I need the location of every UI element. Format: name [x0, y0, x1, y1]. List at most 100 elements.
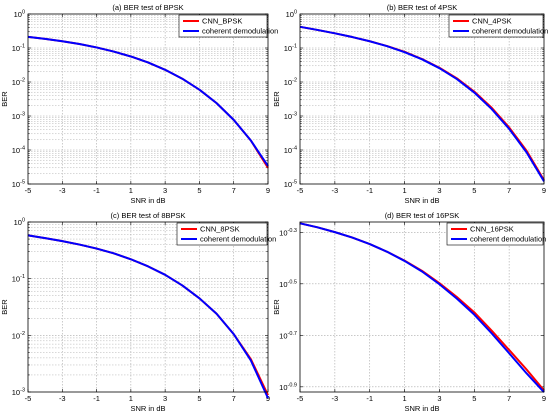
x-tick-label: -5 [25, 186, 32, 195]
legend-box [448, 14, 544, 38]
series-line-2 [299, 25, 545, 182]
y-axis-label: BER [0, 91, 9, 107]
grid-lines [28, 222, 268, 392]
y-tick-label: 10-2 [12, 331, 25, 341]
plot-area [300, 222, 544, 392]
legend-label-2: coherent demodulation [200, 235, 276, 244]
x-tick-label: 7 [232, 394, 236, 403]
x-tick-label: -1 [366, 394, 373, 403]
legend-label-2: coherent demodulation [472, 27, 548, 36]
axes-frame [299, 221, 545, 393]
x-tick-label: 1 [129, 394, 133, 403]
y-tick-label: 100 [14, 218, 25, 228]
legend-box [178, 14, 268, 38]
y-tick-label: 10-5 [12, 180, 25, 190]
y-tick-label: 10-3 [12, 112, 25, 122]
x-tick-label: 9 [542, 186, 546, 195]
y-axis-label: BER [272, 91, 281, 107]
x-axis-label: SNR in dB [130, 404, 165, 413]
y-axis-label: BER [0, 299, 9, 315]
chart-title: (b) BER test of 4PSK [387, 3, 457, 12]
x-tick-label: -5 [25, 394, 32, 403]
y-tick-label: 10-2 [284, 78, 297, 88]
chart-panel-3: -5 -3 -1 1 3 5 7 9 100 10-1 10-2 10-3 (c) BER test o… [0, 211, 276, 413]
x-tick-label: 7 [507, 394, 511, 403]
axes-frame [299, 13, 545, 185]
y-tick-label: 10-1 [12, 44, 25, 54]
chart-panel-1: -5 -3 -1 1 3 5 7 9 100 10-1 10-2 10-3 10-4 10-5 (a) BE… [0, 3, 278, 205]
x-axis-label: SNR in dB [130, 196, 165, 205]
x-tick-label: -5 [297, 186, 304, 195]
y-tick-label: 100 [286, 10, 297, 20]
series-line-2 [27, 35, 269, 167]
legend-label-2: coherent demodulation [202, 27, 278, 36]
x-tick-label: 5 [197, 394, 201, 403]
x-tick-label: -1 [366, 186, 373, 195]
legend-label-1: CNN_16PSK [470, 225, 514, 234]
y-tick-label: 10-4 [12, 146, 25, 156]
y-tick-label: 10-3 [284, 112, 297, 122]
x-tick-label: 3 [437, 394, 441, 403]
x-tick-label: -3 [332, 394, 339, 403]
legend-box [176, 222, 268, 246]
y-tick-label: 10-5 [284, 180, 297, 190]
x-tick-label: 5 [197, 186, 201, 195]
x-tick-label: 7 [232, 186, 236, 195]
y-tick-label: 10-0.5 [279, 279, 297, 289]
legend-label-1: CNN_8PSK [200, 225, 240, 234]
series-line-2 [27, 234, 269, 399]
y-tick-label: 10-3 [12, 388, 25, 398]
y-tick-label: 10-0.9 [279, 382, 297, 392]
y-tick-label: 100 [14, 10, 25, 20]
x-tick-label: -3 [332, 186, 339, 195]
y-tick-label: 10-1 [284, 44, 297, 54]
y-tick-label: 10-2 [12, 78, 25, 88]
y-axis-label: BER [272, 299, 281, 315]
x-tick-label: 5 [472, 394, 476, 403]
legend-label-1: CNN_4PSK [472, 17, 512, 26]
y-tick-label: 10-4 [284, 146, 297, 156]
x-tick-label: 3 [163, 394, 167, 403]
x-tick-label: 1 [402, 186, 406, 195]
chart-title: (c) BER test of 8BPSK [110, 211, 185, 220]
legend-label-1: CNN_BPSK [202, 17, 242, 26]
x-tick-label: 9 [542, 394, 546, 403]
x-tick-label: -5 [297, 394, 304, 403]
chart-panel-2: -5 -3 -1 1 3 5 7 9 100 10-1 10-2 10-3 10-4 10-5 (b) BE… [272, 3, 548, 205]
axes-frame [27, 221, 269, 393]
x-tick-label: -3 [59, 394, 66, 403]
x-tick-label: 3 [437, 186, 441, 195]
x-tick-label: 7 [507, 186, 511, 195]
x-tick-label: 9 [266, 186, 270, 195]
x-axis-label: SNR in dB [404, 196, 439, 205]
chart-panel-4: -5 -3 -1 1 3 5 7 9 10-0.3 10-0.5 10-0.7 10-0.9 (d) B… [272, 211, 546, 413]
axes-frame [27, 13, 269, 185]
x-tick-label: -1 [93, 186, 100, 195]
plot-area [28, 222, 268, 392]
grid-lines [28, 14, 268, 184]
x-tick-label: 1 [129, 186, 133, 195]
x-tick-label: 3 [163, 186, 167, 195]
grid-lines [300, 14, 544, 184]
x-tick-label: 1 [402, 394, 406, 403]
x-tick-label: 5 [472, 186, 476, 195]
y-tick-label: 10-0.3 [279, 228, 297, 238]
grid-lines [300, 222, 544, 392]
chart-title: (a) BER test of BPSK [112, 3, 183, 12]
legend-box [446, 222, 544, 246]
y-tick-label: 10-0.7 [279, 331, 297, 341]
series-line-2 [299, 222, 545, 393]
plot-area [300, 14, 544, 184]
x-tick-label: -3 [59, 186, 66, 195]
legend-label-2: coherent demodulation [470, 235, 546, 244]
x-tick-label: -1 [93, 394, 100, 403]
x-tick-label: 9 [266, 394, 270, 403]
x-axis-label: SNR in dB [404, 404, 439, 413]
y-tick-label: 10-1 [12, 274, 25, 284]
chart-title: (d) BER test of 16PSK [385, 211, 460, 220]
